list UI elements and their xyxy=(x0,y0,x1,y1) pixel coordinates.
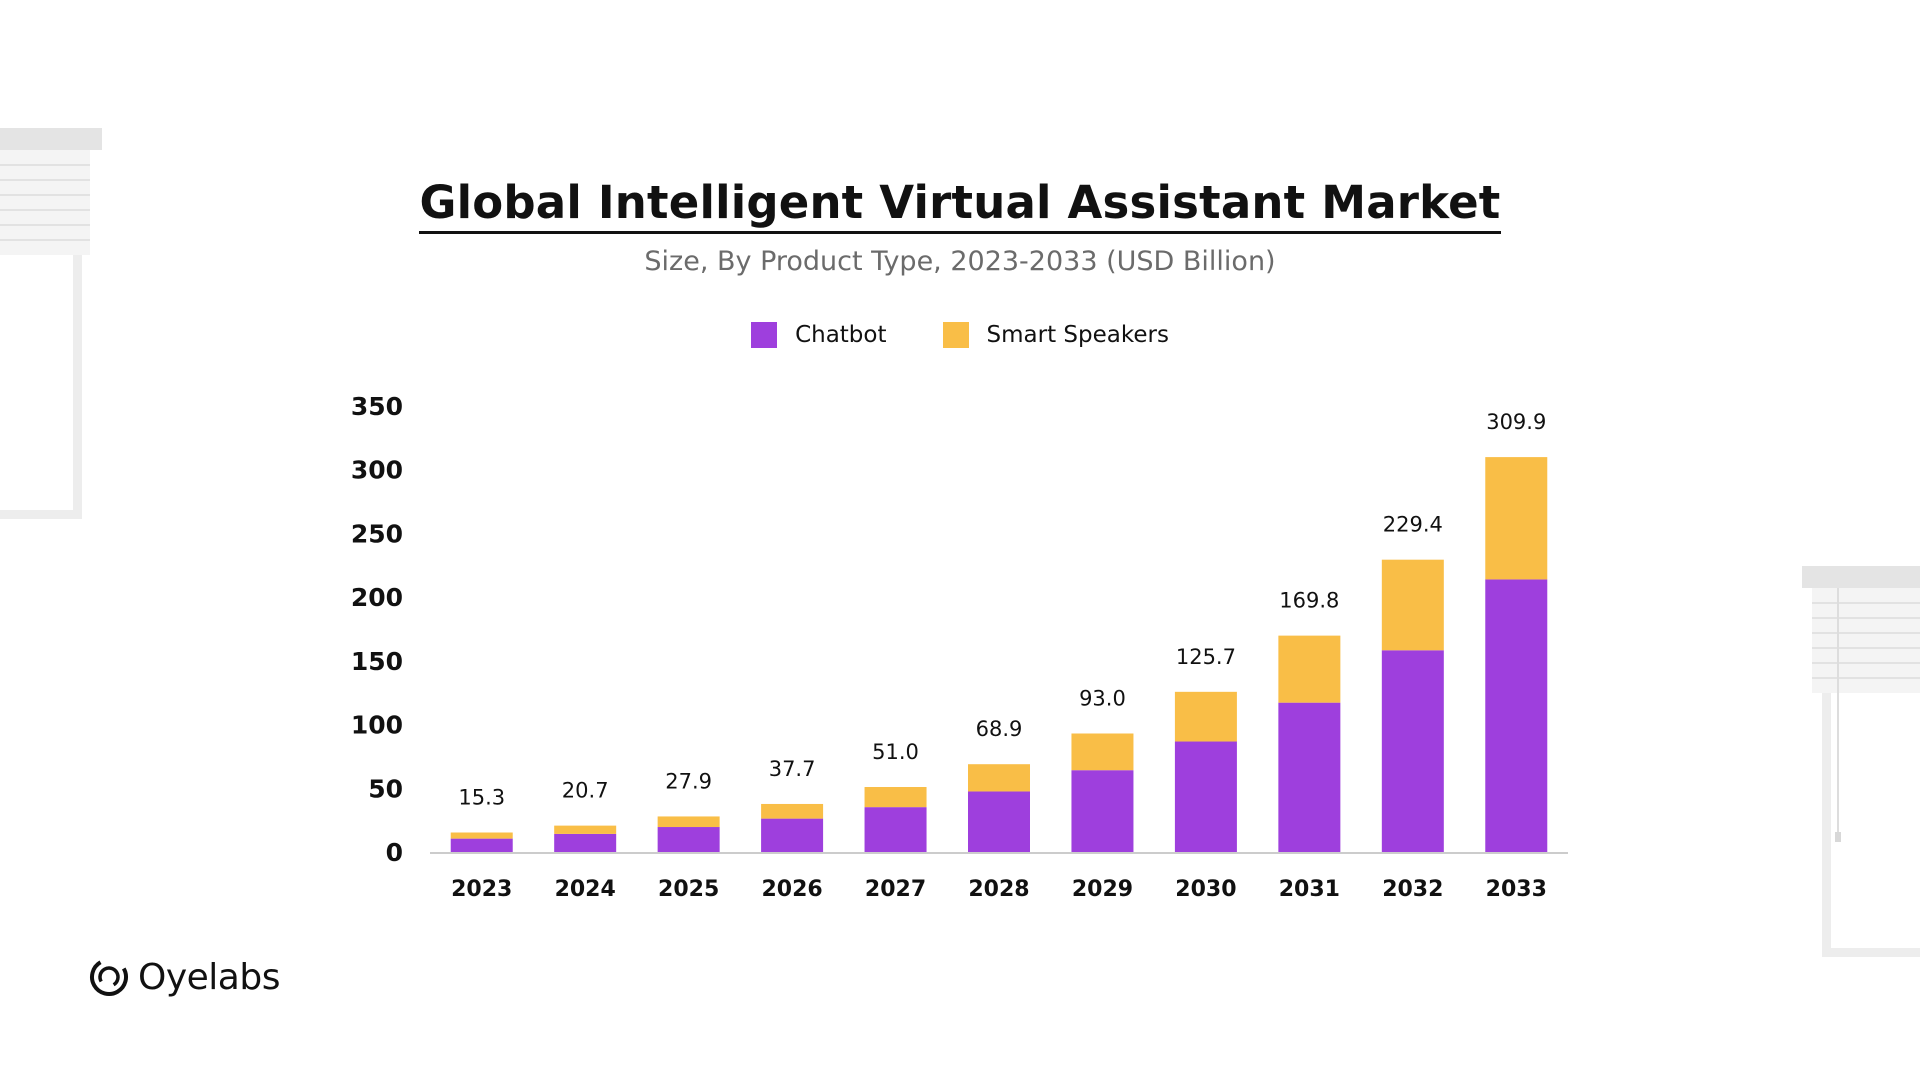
chart-title: Global Intelligent Virtual Assistant Mar… xyxy=(419,176,1501,234)
x-tick-label: 2032 xyxy=(1382,877,1443,902)
chart-subtitle: Size, By Product Type, 2023-2033 (USD Bi… xyxy=(644,246,1276,277)
y-tick-label: 300 xyxy=(351,456,403,485)
bar-segment-chatbot xyxy=(864,807,927,852)
y-tick-label: 350 xyxy=(351,392,403,421)
bar-segment-smart-speakers xyxy=(761,803,824,819)
x-tick-label: 2029 xyxy=(1072,877,1133,902)
bar-segment-chatbot xyxy=(968,791,1030,852)
legend-swatch-smart-speakers xyxy=(942,322,969,348)
bar-total-label: 15.3 xyxy=(458,786,505,810)
bar-total-label: 20.7 xyxy=(562,779,609,803)
bar-segment-chatbot xyxy=(450,838,513,852)
y-tick-label: 200 xyxy=(351,583,403,612)
bar-segment-chatbot xyxy=(554,833,617,852)
y-tick-label: 250 xyxy=(351,519,403,548)
bar-total-label: 37.7 xyxy=(769,757,816,781)
bar-segment-smart-speakers xyxy=(450,832,513,839)
x-tick-label: 2024 xyxy=(555,877,616,902)
oyelabs-logo: Oyelabs xyxy=(88,956,280,998)
legend-item-chatbot: Chatbot xyxy=(751,322,887,348)
bar-segment-smart-speakers xyxy=(1381,559,1444,651)
logo-text: Oyelabs xyxy=(138,956,280,998)
x-tick-label: 2028 xyxy=(968,877,1029,902)
y-tick-label: 0 xyxy=(386,838,403,867)
bar-segment-chatbot xyxy=(761,818,824,852)
bar-segment-chatbot xyxy=(1071,770,1134,852)
bar-total-label: 125.7 xyxy=(1176,645,1236,669)
bar-segment-smart-speakers xyxy=(864,787,927,808)
y-tick-label: 100 xyxy=(351,711,403,740)
x-tick-label: 2031 xyxy=(1279,877,1340,902)
bar-segment-chatbot xyxy=(1174,741,1237,852)
legend-item-smart-speakers: Smart Speakers xyxy=(942,322,1169,348)
bar-segment-smart-speakers xyxy=(1485,457,1548,580)
bar-segment-smart-speakers xyxy=(1278,635,1341,703)
oyelabs-logo-icon xyxy=(90,958,128,996)
bar-segment-smart-speakers xyxy=(554,825,617,834)
x-tick-label: 2030 xyxy=(1175,877,1236,902)
bar-segment-chatbot xyxy=(1278,702,1341,852)
bar-segment-smart-speakers xyxy=(1071,733,1134,771)
y-tick-label: 150 xyxy=(351,647,403,676)
bar-total-label: 51.0 xyxy=(872,740,919,764)
x-tick-label: 2027 xyxy=(865,877,926,902)
bar-segment-smart-speakers xyxy=(968,764,1030,792)
bar-total-label: 27.9 xyxy=(665,769,712,793)
bar-total-label: 229.4 xyxy=(1383,513,1443,537)
bar-segment-chatbot xyxy=(657,827,720,852)
bar-total-label: 93.0 xyxy=(1079,686,1126,710)
legend-swatch-chatbot xyxy=(751,322,778,348)
x-tick-label: 2025 xyxy=(658,877,719,902)
bar-segment-smart-speakers xyxy=(1174,691,1237,742)
bar-total-label: 68.9 xyxy=(976,717,1023,741)
bar-segment-chatbot xyxy=(1485,579,1548,852)
bar-segment-chatbot xyxy=(1381,650,1444,852)
x-tick-label: 2023 xyxy=(451,877,512,902)
x-tick-label: 2026 xyxy=(761,877,822,902)
y-tick-label: 50 xyxy=(368,774,403,803)
legend-label-smart-speakers: Smart Speakers xyxy=(986,322,1169,348)
bar-total-label: 169.8 xyxy=(1279,589,1339,613)
bar-total-label: 309.9 xyxy=(1486,410,1546,434)
chart-legend: Chatbot Smart Speakers xyxy=(0,322,1920,348)
legend-label-chatbot: Chatbot xyxy=(795,322,887,348)
bar-segment-smart-speakers xyxy=(657,816,720,828)
x-tick-label: 2033 xyxy=(1486,877,1547,902)
